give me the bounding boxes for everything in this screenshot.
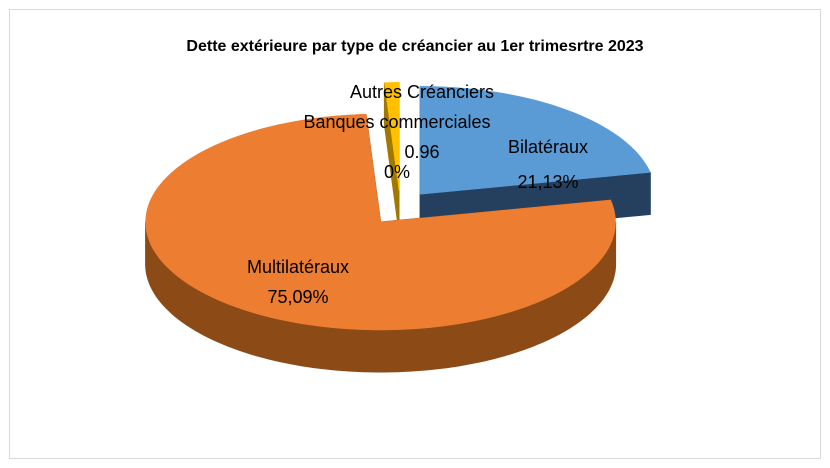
chart-title: Dette extérieure par type de créancier a… <box>186 38 643 55</box>
slice-label: Banques commerciales <box>303 112 490 132</box>
slice <box>384 82 400 191</box>
slice-value-label: 0.96 <box>404 142 439 162</box>
slice-label: Autres Créanciers <box>350 82 494 102</box>
slice-value-label: 21,13% <box>517 172 578 192</box>
slice-label: Bilatéraux <box>508 137 588 157</box>
slice-tops <box>145 82 651 331</box>
slice-value-label: 0% <box>384 162 410 182</box>
slice <box>419 86 651 195</box>
slice-value-label: 75,09% <box>267 287 328 307</box>
slice <box>145 113 616 331</box>
slice-label: Multilatéraux <box>247 257 349 277</box>
